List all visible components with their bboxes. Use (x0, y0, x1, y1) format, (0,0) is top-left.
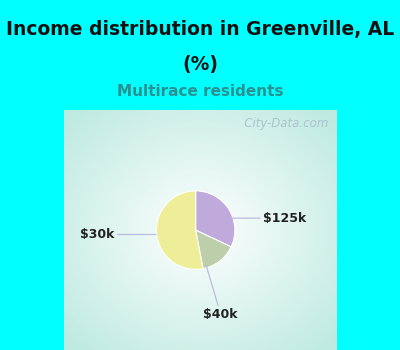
Text: Multirace residents: Multirace residents (117, 84, 283, 99)
Text: $30k: $30k (80, 228, 156, 241)
Text: $40k: $40k (204, 266, 238, 321)
Wedge shape (156, 191, 203, 270)
Text: Income distribution in Greenville, AL: Income distribution in Greenville, AL (6, 20, 394, 39)
Wedge shape (196, 191, 235, 247)
Text: $125k: $125k (230, 212, 306, 225)
Wedge shape (196, 230, 231, 269)
Text: (%): (%) (182, 55, 218, 74)
Text: City-Data.com: City-Data.com (233, 118, 328, 131)
